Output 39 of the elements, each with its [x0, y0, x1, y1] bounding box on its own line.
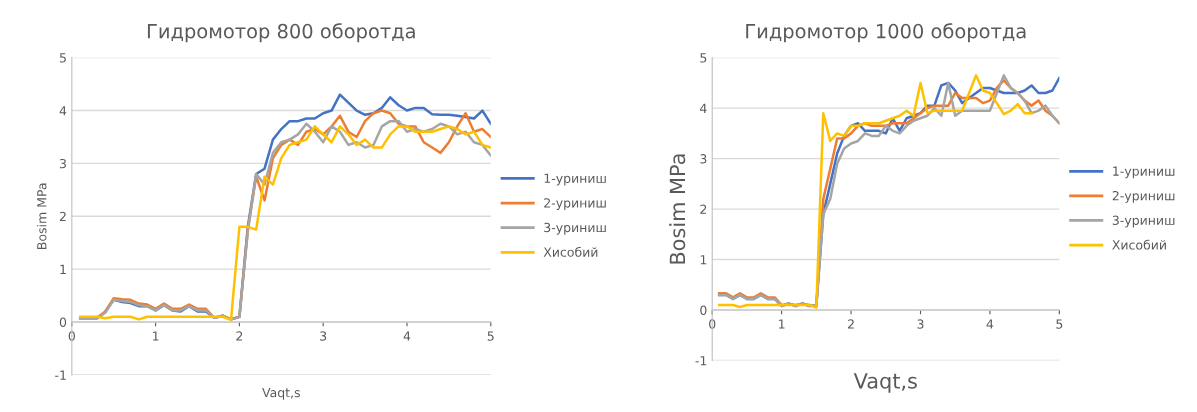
legend-label: 3-уриниш [544, 222, 606, 235]
y-tick-label: 4 [700, 103, 707, 113]
y-tick-label: 5 [700, 53, 707, 63]
x-axis-title: Vaqt,s [262, 387, 300, 400]
x-tick-label: 2 [848, 319, 854, 329]
y-axis-title: Bosim MPa [36, 183, 47, 249]
x-tick-label: 2 [236, 331, 243, 341]
x-tick-label: 0 [709, 319, 716, 329]
legend-label: 2-уриниш [544, 198, 606, 211]
y-tick-label: 3 [700, 154, 707, 164]
y-tick-label: 4 [59, 106, 67, 116]
chart-title: Гидромотор 800 оборотда [147, 23, 415, 43]
y-tick-label: 3 [59, 158, 66, 169]
y-tick-label: 1 [700, 255, 707, 265]
x-axis-title: Vaqt,s [853, 373, 917, 393]
y-tick-label: -1 [55, 370, 66, 380]
chart-title: Гидромотор 1000 оборотда [746, 23, 1026, 43]
y-tick-label: -1 [695, 356, 707, 366]
y-tick-label: 1 [60, 264, 66, 274]
y-tick-label: 0 [700, 305, 707, 315]
legend-label: 1-уриниш [544, 173, 606, 186]
legend-label: Хисобий [543, 246, 598, 257]
x-tick-label: 1 [153, 331, 159, 341]
x-tick-label: 0 [68, 331, 75, 341]
y-tick-label: 5 [59, 53, 66, 63]
legend-label: 2-уриниш [1112, 190, 1175, 203]
x-tick-label: 3 [917, 319, 924, 329]
legend-label: Хисобий [1112, 239, 1166, 250]
y-tick-label: 2 [700, 204, 707, 214]
legend-label: 3-уриниш [1112, 215, 1175, 228]
x-tick-label: 4 [403, 331, 411, 341]
y-tick-label: 2 [59, 211, 66, 222]
x-tick-label: 4 [986, 319, 994, 329]
x-tick-label: 3 [320, 331, 327, 341]
x-tick-label: 5 [1056, 319, 1063, 329]
legend-label: 1-уриниш [1113, 166, 1175, 179]
y-axis-title: Bosim MPa [669, 154, 686, 264]
x-tick-label: 5 [487, 331, 494, 341]
x-tick-label: 1 [779, 319, 785, 329]
